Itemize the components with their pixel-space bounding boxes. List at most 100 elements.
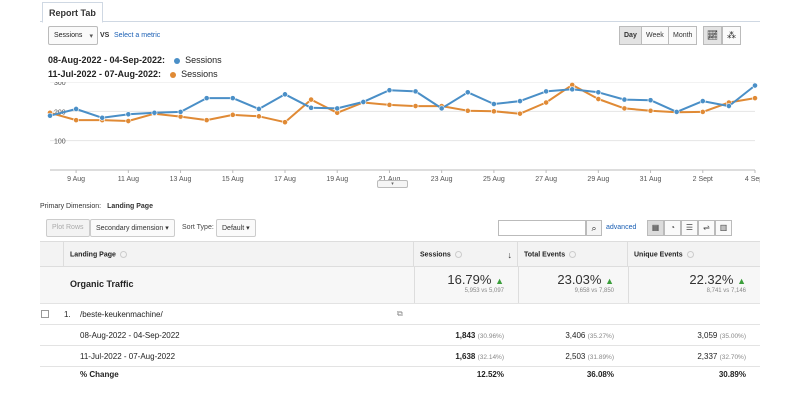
- table-search-input[interactable]: [498, 220, 586, 236]
- data-point: [177, 109, 184, 115]
- data-point: [73, 106, 80, 112]
- change-row: % Change 12.52% 36.08% 30.89%: [40, 367, 760, 383]
- legend-dot-icon: [173, 57, 180, 64]
- table-row: 08-Aug-2022 - 04-Sep-2022 1,843 (30.96%)…: [40, 325, 760, 346]
- data-point: [308, 96, 315, 103]
- data-point: [229, 95, 236, 102]
- summary-sessions: 16.79% ▲ 5,953 vs 5,097: [414, 267, 518, 303]
- period-day-button[interactable]: Day: [619, 26, 642, 45]
- summary-total-events-sub: 9,658 vs 7,850: [574, 288, 614, 294]
- table-view-icon[interactable]: ▦: [647, 220, 664, 236]
- data-point: [699, 109, 706, 115]
- value: 3,059: [697, 331, 718, 340]
- x-tick-label: 21 Aug: [379, 176, 401, 183]
- header-sessions[interactable]: Sessions ↓: [414, 242, 518, 267]
- table-toolbar: Plot Rows Secondary dimension ▾ Sort Typ…: [40, 219, 760, 239]
- help-icon[interactable]: [569, 251, 577, 258]
- data-point: [752, 82, 758, 89]
- chart-scroll-handle[interactable]: ▾: [377, 180, 408, 188]
- performance-view-icon[interactable]: ☰: [681, 220, 698, 236]
- pivot-view-icon[interactable]: ▥: [715, 220, 732, 236]
- sort-type-value: Default: [222, 225, 245, 232]
- data-point: [647, 107, 654, 114]
- data-point: [621, 105, 628, 112]
- header-landing-page[interactable]: Landing Page: [64, 242, 414, 267]
- help-icon[interactable]: [119, 251, 127, 258]
- arrow-up-icon: ▲: [737, 276, 746, 286]
- help-icon[interactable]: [686, 251, 694, 258]
- data-point: [412, 88, 419, 95]
- legend-range: 11-Jul-2022 - 07-Aug-2022:: [48, 69, 162, 79]
- legend-item-previous: 11-Jul-2022 - 07-Aug-2022: Sessions: [48, 69, 218, 81]
- series-line: [49, 84, 756, 119]
- range-label: 08-Aug-2022 - 04-Sep-2022: [80, 331, 180, 340]
- help-icon[interactable]: [454, 251, 462, 258]
- x-tick-label: 27 Aug: [535, 176, 557, 183]
- primary-dimension-value[interactable]: Landing Page: [107, 203, 153, 210]
- period-month-button[interactable]: Month: [668, 26, 698, 45]
- data-table: Landing Page Sessions ↓ Total Events Uniq…: [40, 241, 760, 382]
- data-point: [438, 105, 445, 112]
- table-row: 11-Jul-2022 - 07-Aug-2022 1,638 (32.14%)…: [40, 346, 760, 367]
- landing-page-link[interactable]: /beste-keukenmachine/: [80, 310, 163, 319]
- vs-label: VS: [100, 32, 110, 39]
- y-tick-label: 100: [54, 139, 66, 146]
- metric-select-value: Sessions: [54, 32, 83, 39]
- data-point: [99, 114, 106, 121]
- chevron-down-icon: ▾: [89, 33, 93, 40]
- data-point: [360, 99, 367, 105]
- pie-view-icon[interactable]: ◔: [664, 220, 681, 236]
- data-point: [203, 117, 210, 124]
- row-checkbox[interactable]: [41, 310, 49, 318]
- data-point: [595, 89, 602, 96]
- search-icon[interactable]: ⌕: [586, 220, 602, 236]
- value: 1,638: [455, 352, 476, 361]
- data-point: [752, 95, 758, 102]
- data-point: [229, 111, 236, 118]
- data-point: [255, 106, 262, 112]
- header-unique-events[interactable]: Unique Events: [628, 242, 760, 267]
- secondary-dimension-select[interactable]: Secondary dimension ▾: [90, 219, 175, 237]
- tab-report[interactable]: Report Tab: [42, 2, 103, 23]
- summary-row: Organic Traffic 16.79% ▲ 5,953 vs 5,097 …: [40, 267, 760, 304]
- range-sessions: 1,638 (32.14%): [414, 346, 518, 366]
- secondary-dimension-label: Secondary dimension: [96, 225, 164, 232]
- comparison-view-icon[interactable]: ⇌: [698, 220, 715, 236]
- arrow-up-icon: ▲: [495, 276, 504, 286]
- chevron-down-icon: ▾: [165, 225, 169, 232]
- table-row: 1. /beste-keukenmachine/ ⧉: [40, 304, 760, 325]
- pct: (35.27%): [587, 333, 614, 340]
- primary-dimension: Primary Dimension: Landing Page: [40, 203, 153, 210]
- line-chart-icon[interactable]: 📈︎: [703, 26, 722, 45]
- row-index: 1.: [64, 310, 71, 319]
- sort-desc-icon[interactable]: ↓: [507, 250, 513, 260]
- summary-label: Organic Traffic: [70, 279, 134, 289]
- range-total-events: 3,406 (35.27%): [518, 325, 628, 345]
- data-point: [464, 89, 471, 96]
- header-total-events[interactable]: Total Events: [518, 242, 628, 267]
- range-total-events: 2,503 (31.89%): [518, 346, 628, 366]
- x-tick-label: 2 Sept: [693, 176, 713, 183]
- open-page-icon[interactable]: ⧉: [397, 309, 403, 318]
- select-metric-link[interactable]: Select a metric: [114, 32, 161, 39]
- data-point: [282, 119, 288, 126]
- motion-chart-icon[interactable]: ⁂: [722, 26, 741, 45]
- data-point: [490, 108, 497, 115]
- range-label: 11-Jul-2022 - 07-Aug-2022: [80, 352, 176, 361]
- data-point: [282, 91, 288, 98]
- chart-controls: Sessions ▾ VS Select a metric Day Week M…: [48, 26, 748, 46]
- change-sessions: 12.52%: [476, 370, 504, 379]
- summary-unique-events: 22.32% ▲ 8,741 vs 7,146: [628, 267, 760, 303]
- data-point: [386, 87, 393, 94]
- sort-type-select[interactable]: Default ▾: [216, 219, 256, 237]
- header-label: Sessions: [420, 251, 451, 259]
- advanced-filter-link[interactable]: advanced: [606, 224, 637, 231]
- data-point: [543, 88, 550, 95]
- data-point: [569, 86, 576, 93]
- metric-select[interactable]: Sessions ▾: [48, 26, 98, 45]
- plot-rows-button[interactable]: Plot Rows: [46, 219, 90, 237]
- legend-range: 08-Aug-2022 - 04-Sep-2022:: [48, 55, 166, 65]
- period-week-button[interactable]: Week: [641, 26, 669, 45]
- data-point: [73, 117, 80, 124]
